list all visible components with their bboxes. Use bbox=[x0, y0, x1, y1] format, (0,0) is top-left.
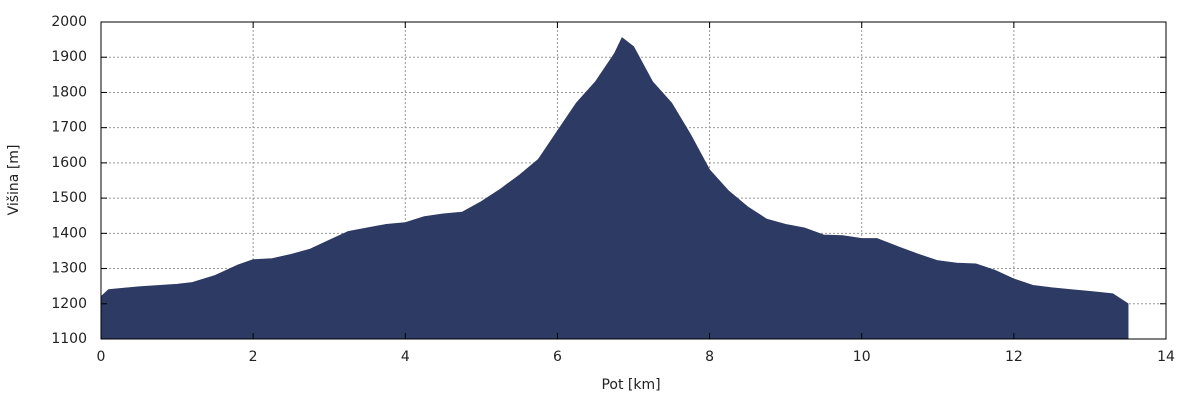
y-axis-label: Višina [m] bbox=[6, 145, 22, 216]
y-tick-label: 1300 bbox=[51, 261, 87, 277]
x-tick-label: 12 bbox=[1005, 349, 1023, 365]
x-tick-label: 2 bbox=[249, 349, 258, 365]
y-tick-label: 1900 bbox=[51, 49, 87, 65]
x-axis-label: Pot [km] bbox=[601, 377, 660, 393]
x-tick-label: 0 bbox=[97, 349, 106, 365]
x-tick-label: 4 bbox=[401, 349, 410, 365]
elevation-area bbox=[100, 37, 1129, 340]
y-tick-label: 1100 bbox=[51, 331, 87, 347]
y-tick-label: 1200 bbox=[51, 296, 87, 312]
y-tick-label: 1500 bbox=[51, 190, 87, 206]
x-tick-label: 10 bbox=[853, 349, 871, 365]
y-tick-label: 1800 bbox=[51, 84, 87, 100]
x-tick-label: 8 bbox=[705, 349, 714, 365]
y-tick-label: 1700 bbox=[51, 120, 87, 136]
y-tick-label: 1400 bbox=[51, 225, 87, 241]
y-tick-label: 2000 bbox=[51, 14, 87, 30]
x-tick-label: 6 bbox=[553, 349, 562, 365]
y-tick-label: 1600 bbox=[51, 155, 87, 171]
plot-frame bbox=[100, 21, 1167, 340]
x-tick-label: 14 bbox=[1157, 349, 1175, 365]
